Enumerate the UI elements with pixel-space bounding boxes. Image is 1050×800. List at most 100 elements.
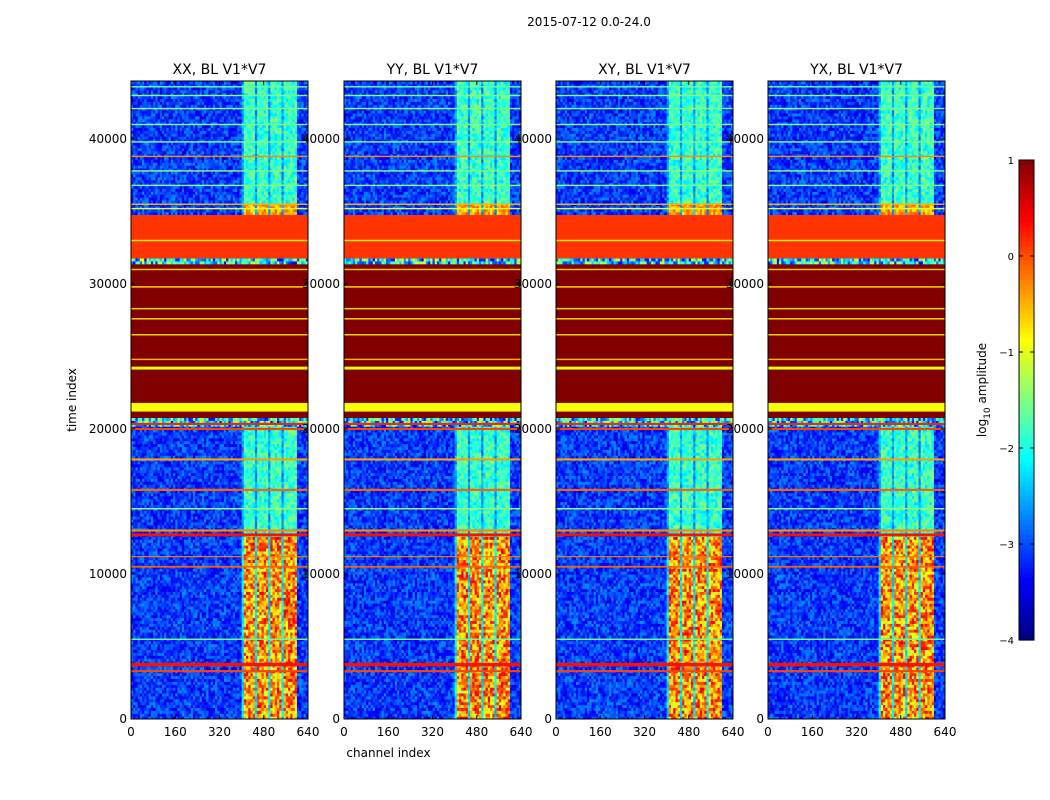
panel-title: YX, BL V1*V7 bbox=[809, 62, 903, 78]
flag-line bbox=[556, 107, 733, 110]
colorbar-tick-label: 1 bbox=[1008, 156, 1014, 167]
flag-line bbox=[556, 123, 733, 126]
y-tick-label: 20000 bbox=[302, 422, 340, 436]
flag-line bbox=[556, 170, 733, 172]
flag-line bbox=[131, 184, 308, 187]
flag-line bbox=[556, 86, 733, 88]
flag-line bbox=[344, 155, 521, 158]
flag-line bbox=[768, 184, 945, 187]
flag-line bbox=[344, 94, 521, 97]
flag-line bbox=[556, 307, 733, 310]
flag-line bbox=[131, 670, 308, 673]
flag-line bbox=[768, 170, 945, 172]
flag-line bbox=[131, 170, 308, 172]
flag-line bbox=[131, 94, 308, 97]
flag-line bbox=[768, 533, 945, 537]
panel-3: 0 160 320 480 640 0 10000 20000 30000 40000 YX, BL… bbox=[726, 62, 957, 739]
flag-line bbox=[768, 422, 945, 426]
flag-line bbox=[768, 334, 945, 336]
flag-line bbox=[344, 488, 521, 491]
y-tick-label: 10000 bbox=[726, 567, 764, 581]
x-tick-label: 640 bbox=[297, 725, 320, 739]
flag-line bbox=[768, 366, 945, 370]
flag-line bbox=[131, 402, 308, 412]
flag-line bbox=[768, 107, 945, 110]
x-tick-label: 320 bbox=[633, 725, 656, 739]
flag-line bbox=[131, 529, 308, 532]
flag-line bbox=[344, 662, 521, 667]
y-axis-label: time index bbox=[65, 368, 79, 432]
flag-line bbox=[556, 358, 733, 361]
flag-line bbox=[556, 286, 733, 288]
colorbar-label: log10 amplitude bbox=[975, 343, 993, 437]
x-tick-label: 0 bbox=[764, 725, 772, 739]
flag-line bbox=[131, 203, 308, 205]
x-tick-label: 160 bbox=[589, 725, 612, 739]
x-tick-label: 0 bbox=[340, 725, 348, 739]
flag-line bbox=[344, 141, 521, 143]
y-tick-label: 20000 bbox=[514, 422, 552, 436]
flag-line bbox=[131, 533, 308, 537]
flag-line bbox=[768, 358, 945, 361]
x-tick-label: 320 bbox=[421, 725, 444, 739]
y-tick-label: 0 bbox=[756, 712, 764, 726]
flag-line bbox=[344, 565, 521, 568]
flag-line bbox=[131, 508, 308, 510]
panel-0: 0 160 320 480 640 0 10000 20000 30000 40000 XX, BL… bbox=[65, 62, 319, 739]
flag-line bbox=[768, 94, 945, 97]
flag-line bbox=[556, 427, 733, 431]
colorbar-tick-label: −3 bbox=[999, 540, 1014, 551]
y-tick-label: 10000 bbox=[302, 567, 340, 581]
x-tick-label: 160 bbox=[377, 725, 400, 739]
y-tick-label: 10000 bbox=[89, 567, 127, 581]
flag-line bbox=[556, 184, 733, 187]
flag-line bbox=[556, 670, 733, 673]
flag-line bbox=[131, 427, 308, 431]
y-tick-label: 0 bbox=[119, 712, 127, 726]
x-tick-label: 640 bbox=[722, 725, 745, 739]
y-tick-label: 40000 bbox=[302, 132, 340, 146]
flag-line bbox=[344, 318, 521, 320]
flag-line bbox=[768, 556, 945, 558]
flag-line bbox=[131, 307, 308, 310]
flag-line bbox=[344, 307, 521, 310]
colorbar-tick-label: −1 bbox=[999, 348, 1014, 359]
y-tick-label: 0 bbox=[332, 712, 340, 726]
x-tick-label: 0 bbox=[552, 725, 560, 739]
flag-line bbox=[131, 565, 308, 568]
heatmap-image bbox=[556, 81, 733, 719]
flag-line bbox=[344, 239, 521, 242]
flag-line bbox=[556, 366, 733, 370]
heatmap-image bbox=[768, 81, 945, 719]
flag-line bbox=[768, 670, 945, 673]
flag-line bbox=[131, 239, 308, 242]
flag-line bbox=[768, 529, 945, 532]
panel-2: 0 160 320 480 640 0 10000 20000 30000 40000 XY, BL… bbox=[514, 62, 745, 739]
flag-line bbox=[556, 318, 733, 320]
x-tick-label: 480 bbox=[889, 725, 912, 739]
flag-line bbox=[556, 268, 733, 271]
flag-line bbox=[768, 123, 945, 126]
y-tick-label: 40000 bbox=[89, 132, 127, 146]
y-tick-label: 30000 bbox=[514, 277, 552, 291]
x-tick-label: 160 bbox=[801, 725, 824, 739]
y-tick-label: 20000 bbox=[726, 422, 764, 436]
x-tick-label: 480 bbox=[677, 725, 700, 739]
flag-line bbox=[768, 141, 945, 143]
flag-line bbox=[556, 203, 733, 205]
flag-line bbox=[768, 662, 945, 667]
flag-line bbox=[344, 670, 521, 673]
flag-line bbox=[556, 334, 733, 336]
y-tick-label: 40000 bbox=[514, 132, 552, 146]
flag-line bbox=[344, 638, 521, 640]
flag-line bbox=[131, 141, 308, 143]
flag-line bbox=[768, 286, 945, 288]
flag-line bbox=[131, 422, 308, 426]
flag-line bbox=[131, 286, 308, 288]
flag-line bbox=[556, 422, 733, 426]
flag-line bbox=[131, 366, 308, 370]
flag-line bbox=[131, 107, 308, 110]
flag-line bbox=[344, 268, 521, 271]
flag-line bbox=[344, 366, 521, 370]
flag-line bbox=[344, 286, 521, 288]
